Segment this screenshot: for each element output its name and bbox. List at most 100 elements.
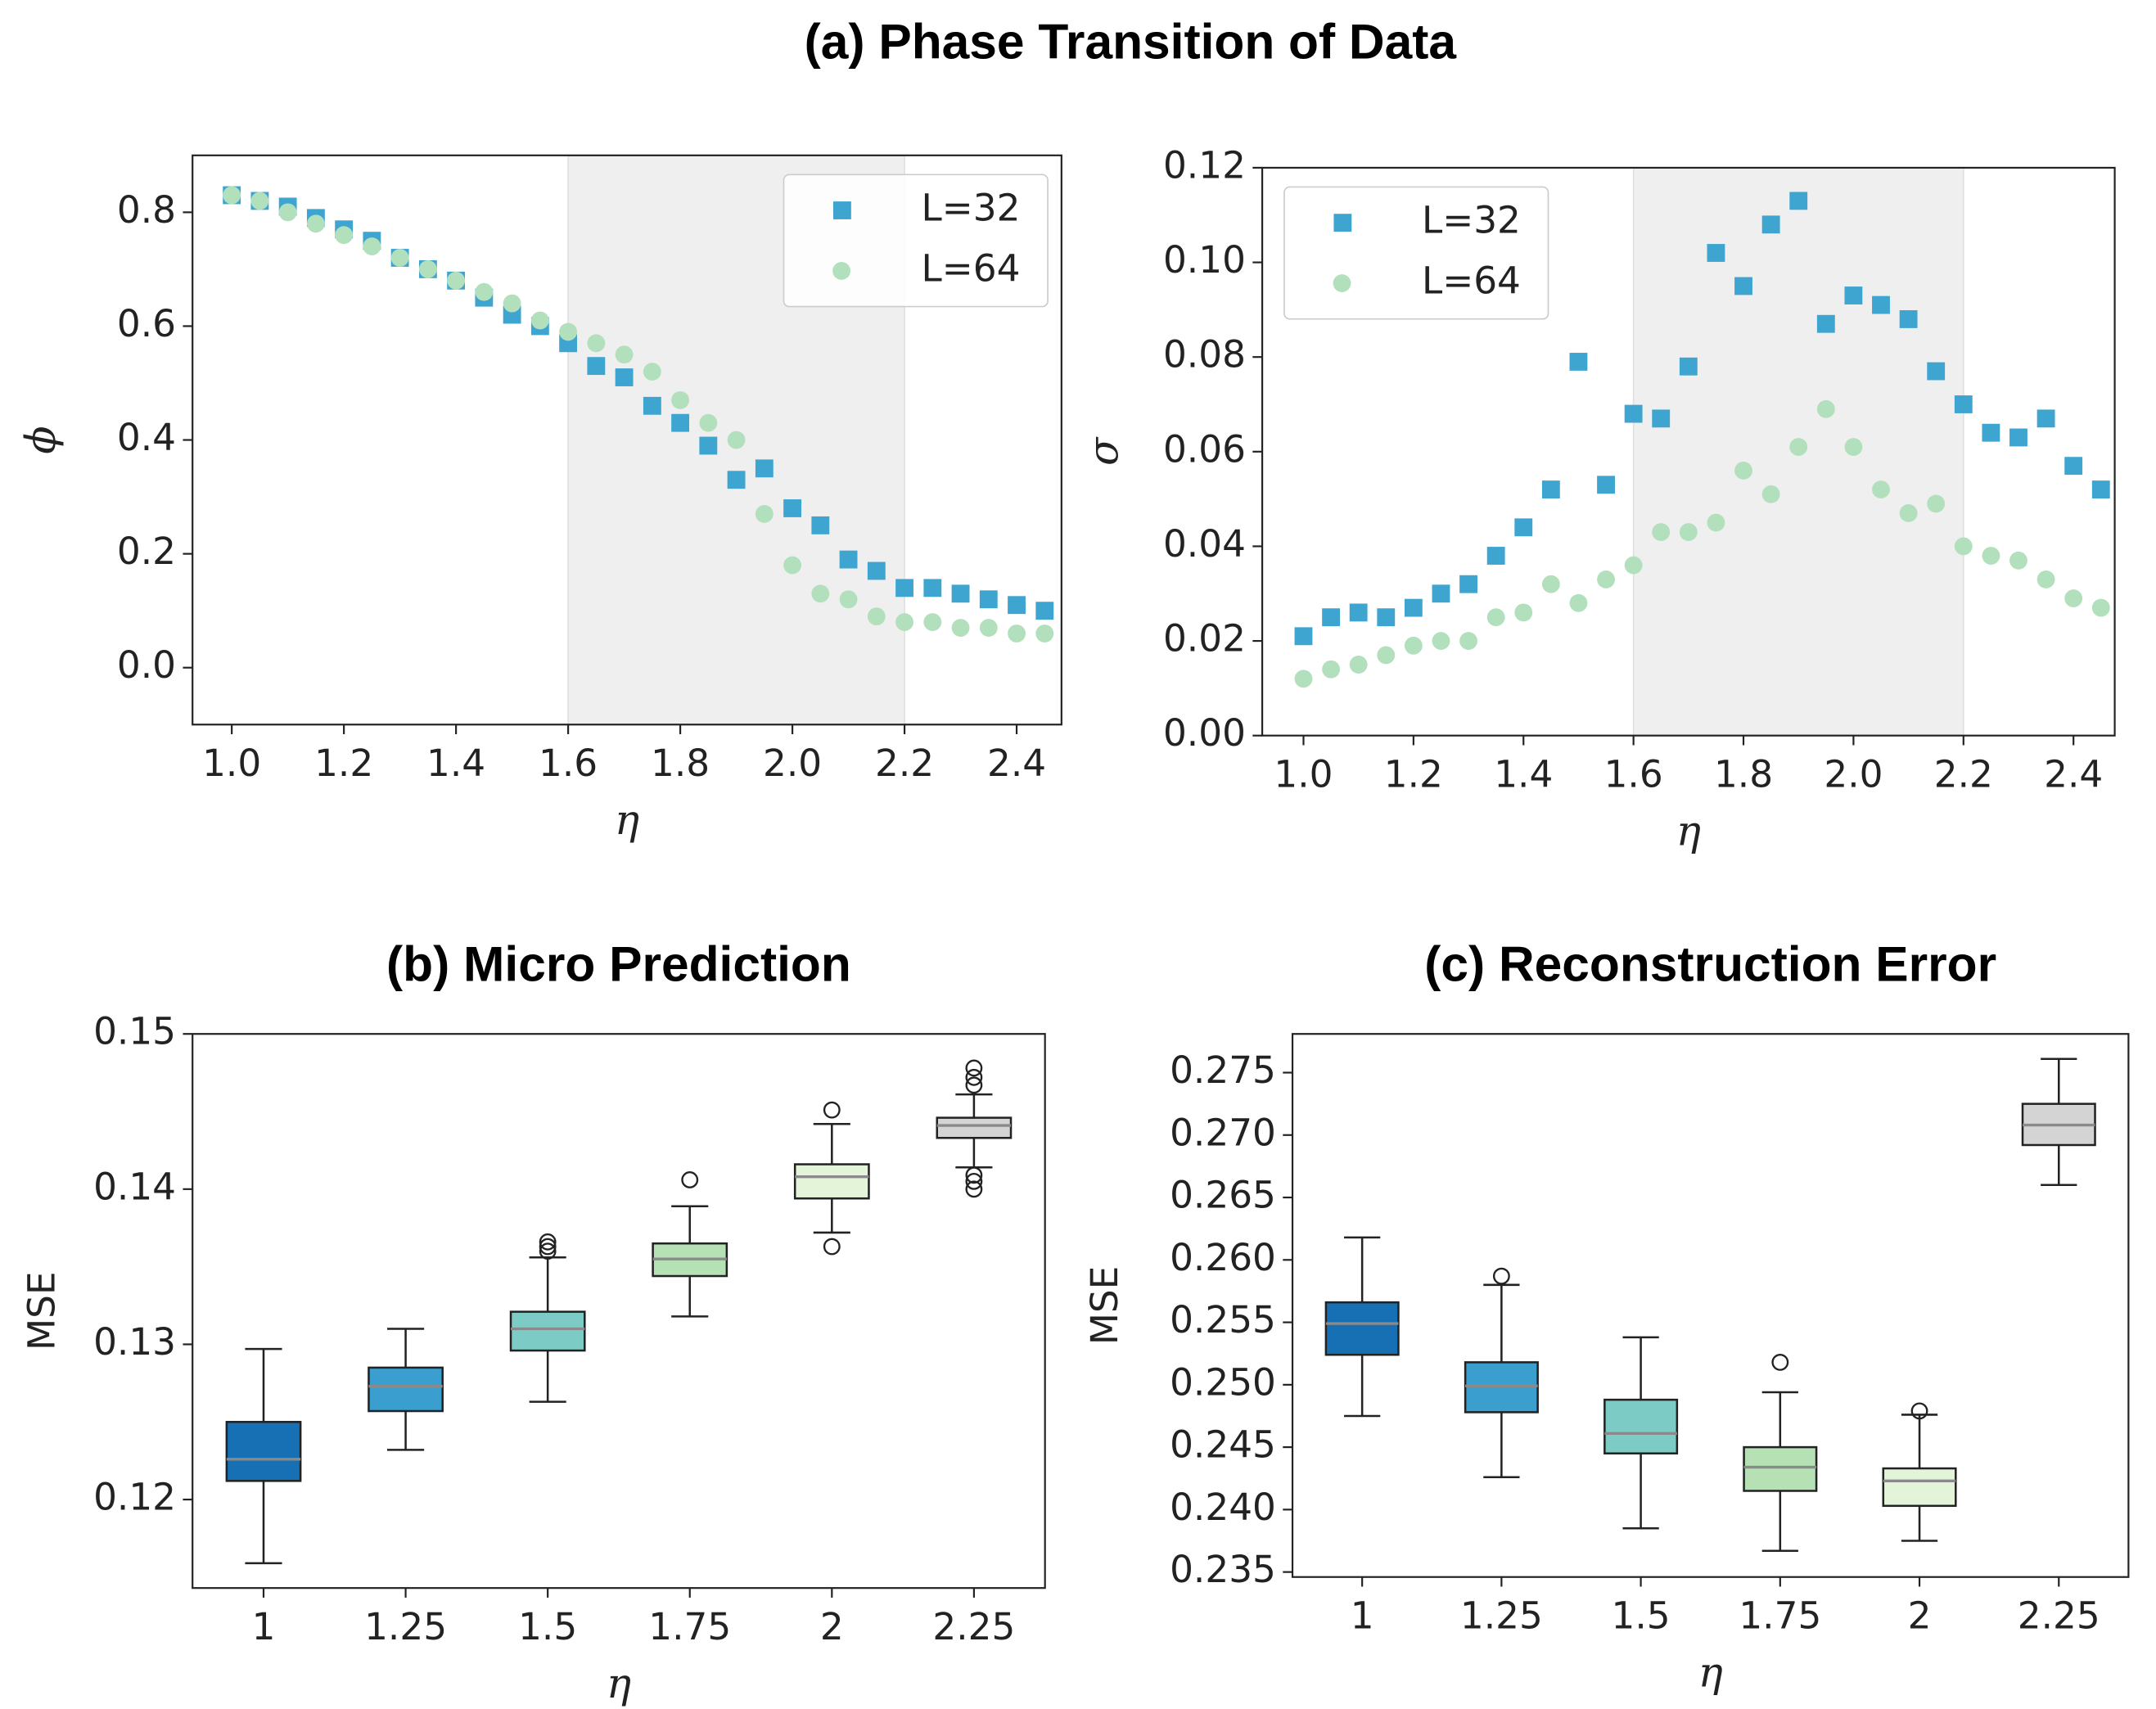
point (979, 619, 998, 637)
point (1008, 625, 1026, 643)
point (1761, 485, 1780, 503)
point (1707, 244, 1725, 262)
x-tick-label: 1.0 (1274, 753, 1333, 796)
legend-marker (832, 201, 851, 219)
legend-marker (1333, 214, 1352, 232)
point (2009, 428, 2027, 447)
point (1624, 556, 1643, 575)
x-tick-label: 1.2 (1384, 753, 1443, 796)
point (895, 579, 913, 597)
point (1459, 632, 1477, 650)
flier (823, 1101, 841, 1119)
point (306, 214, 325, 233)
y-tick-label: 0.275 (1170, 1048, 1276, 1092)
x-tick-label: 2 (1908, 1594, 1932, 1638)
plot-frame (1291, 1033, 2130, 1578)
box (793, 1163, 870, 1200)
point (1734, 462, 1752, 480)
x-tick-label: 1.4 (1494, 753, 1553, 796)
x-tick-label: 1.75 (648, 1605, 731, 1648)
box (936, 1116, 1013, 1139)
point (1569, 593, 1588, 612)
point (1679, 357, 1698, 376)
point (223, 186, 241, 205)
point (1927, 494, 1946, 513)
point (1459, 575, 1477, 593)
flier (539, 1242, 557, 1260)
point (530, 311, 549, 330)
x-tick-label: 2.4 (2044, 753, 2103, 796)
flier (539, 1233, 557, 1251)
point (2009, 551, 2027, 570)
point (615, 368, 634, 386)
point (2064, 589, 2083, 607)
flier (965, 1076, 983, 1094)
x-tick-label: 1.5 (1612, 1594, 1671, 1638)
legend-label: L=64 (1422, 259, 1521, 303)
point (2036, 570, 2055, 588)
point (2091, 480, 2110, 498)
point (418, 259, 437, 278)
y-tick-label: 0.235 (1170, 1548, 1276, 1591)
point (951, 619, 970, 637)
point (1927, 362, 1946, 381)
x-tick-label: 1.6 (539, 742, 598, 785)
point (1294, 670, 1313, 688)
y-tick-label: 0.260 (1170, 1236, 1276, 1279)
plot-frame (1261, 166, 2116, 737)
point (2036, 409, 2055, 428)
point (783, 556, 801, 575)
y-tick-label: 0.250 (1170, 1360, 1276, 1404)
point (979, 590, 998, 609)
y-tick-label: 0.255 (1170, 1298, 1276, 1341)
point (1954, 395, 1973, 413)
y-axis-label: MSE (1083, 1266, 1126, 1346)
y-tick-label: 0.2 (117, 530, 176, 573)
x-tick-label: 2.2 (1934, 753, 1993, 796)
chart-title: (c) Reconstruction Error (1424, 936, 1996, 992)
y-tick-label: 0.06 (1163, 427, 1246, 471)
x-tick-label: 2 (820, 1605, 844, 1648)
y-tick-label: 0.13 (93, 1320, 176, 1364)
point (1541, 575, 1560, 593)
point (1652, 523, 1671, 542)
y-tick-label: 0.00 (1163, 711, 1246, 755)
point (1872, 295, 1890, 314)
y-tick-label: 0.02 (1163, 617, 1246, 661)
y-tick-label: 0.12 (1163, 143, 1246, 187)
y-tick-label: 0.10 (1163, 238, 1246, 282)
point (278, 203, 297, 222)
box (368, 1366, 444, 1413)
y-tick-label: 0.15 (93, 1010, 176, 1053)
point (2064, 457, 2083, 476)
point (699, 413, 718, 432)
point (1899, 310, 1918, 328)
point (1514, 603, 1533, 622)
x-tick-label: 1.2 (314, 742, 373, 785)
y-tick-label: 0.0 (117, 643, 176, 687)
point (447, 271, 466, 290)
point (1294, 627, 1313, 646)
point (923, 579, 942, 597)
flier (539, 1238, 557, 1256)
legend-marker (1333, 274, 1351, 292)
point (2091, 598, 2110, 617)
point (1541, 480, 1560, 498)
x-tick-label: 1 (252, 1605, 276, 1648)
y-axis-label: MSE (20, 1271, 63, 1351)
flier (965, 1180, 983, 1198)
point (1899, 504, 1918, 522)
point (559, 322, 578, 341)
point (1624, 404, 1643, 423)
x-tick-label: 1.8 (651, 742, 710, 785)
point (1377, 608, 1396, 627)
point (643, 363, 661, 381)
point (1569, 353, 1588, 371)
point (755, 459, 774, 478)
point (1349, 603, 1368, 622)
point (923, 613, 942, 631)
x-tick-label: 2.4 (987, 742, 1046, 785)
point (1652, 409, 1671, 428)
x-tick-label: 2.25 (2018, 1594, 2100, 1638)
flier (1771, 1353, 1789, 1371)
